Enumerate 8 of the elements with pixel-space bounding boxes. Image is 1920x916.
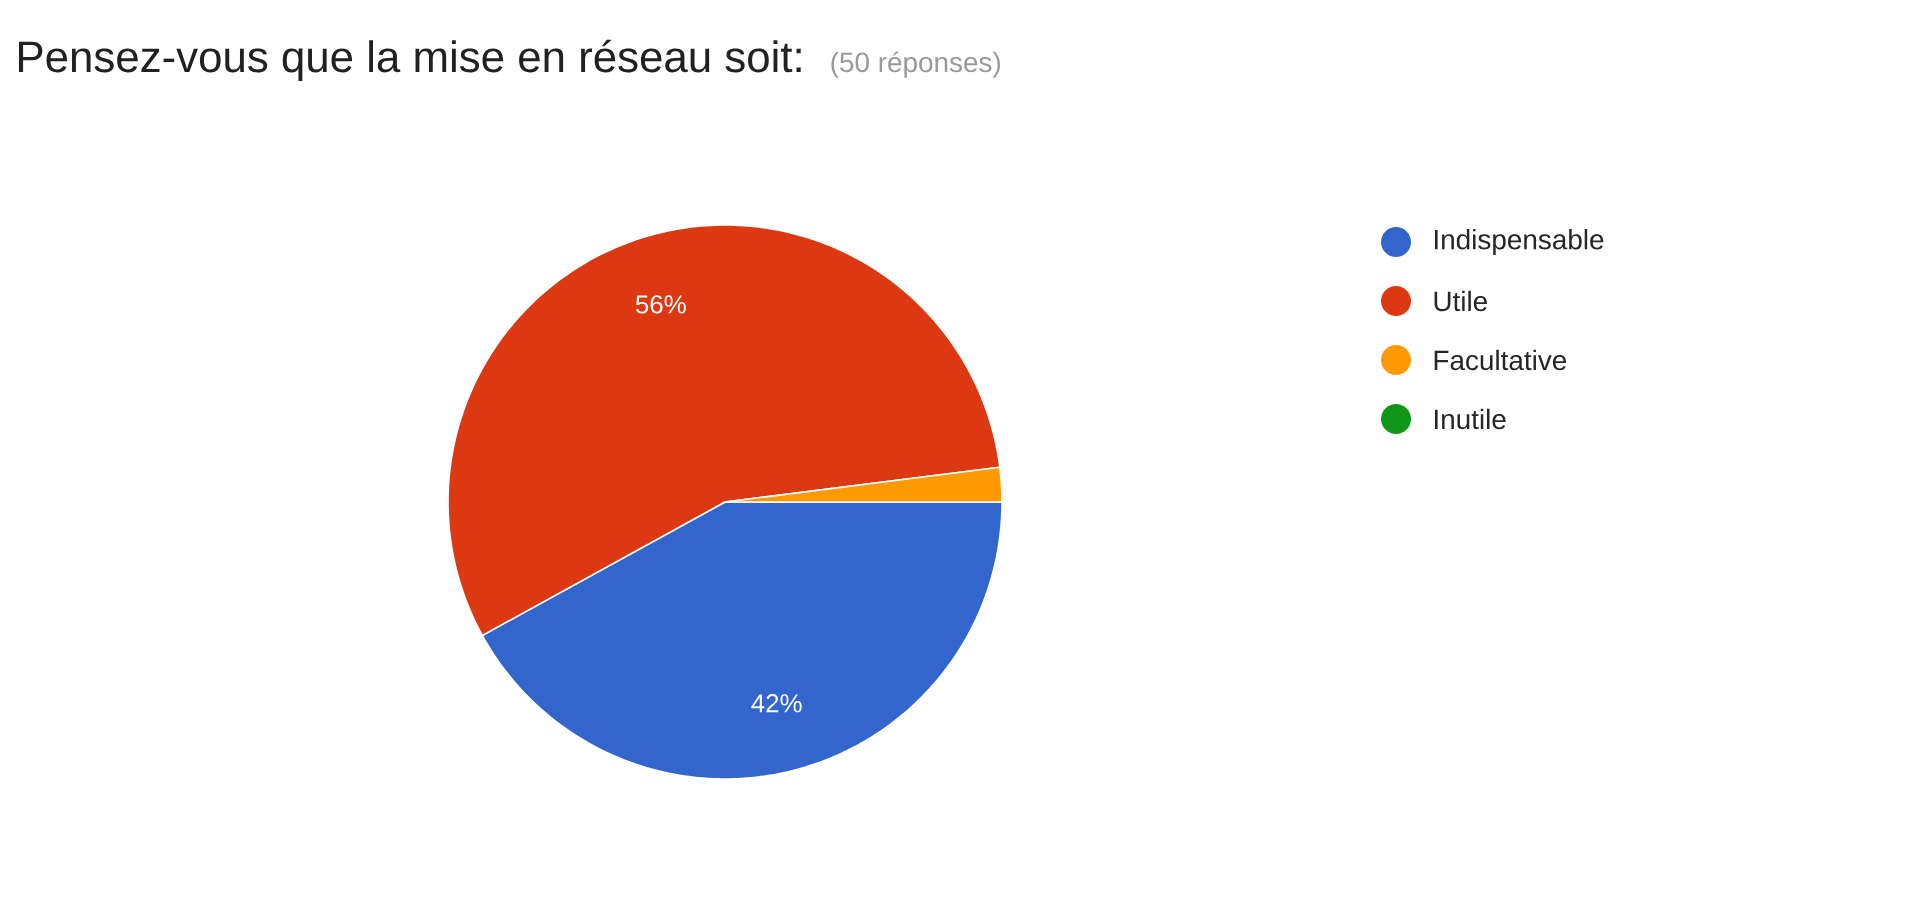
chart-title: Pensez-vous que la mise en réseau soit: bbox=[18, 39, 801, 82]
legend-label: Utile bbox=[1434, 290, 1487, 312]
legend-label: Indispensable bbox=[1434, 228, 1604, 255]
legend-label: Inutile bbox=[1434, 408, 1506, 430]
legend-label: Facultative bbox=[1434, 349, 1567, 371]
chart-subtitle: (50 réponses) bbox=[831, 51, 1001, 78]
data-label: 42% bbox=[751, 694, 802, 713]
data-label: 56% bbox=[635, 295, 686, 314]
